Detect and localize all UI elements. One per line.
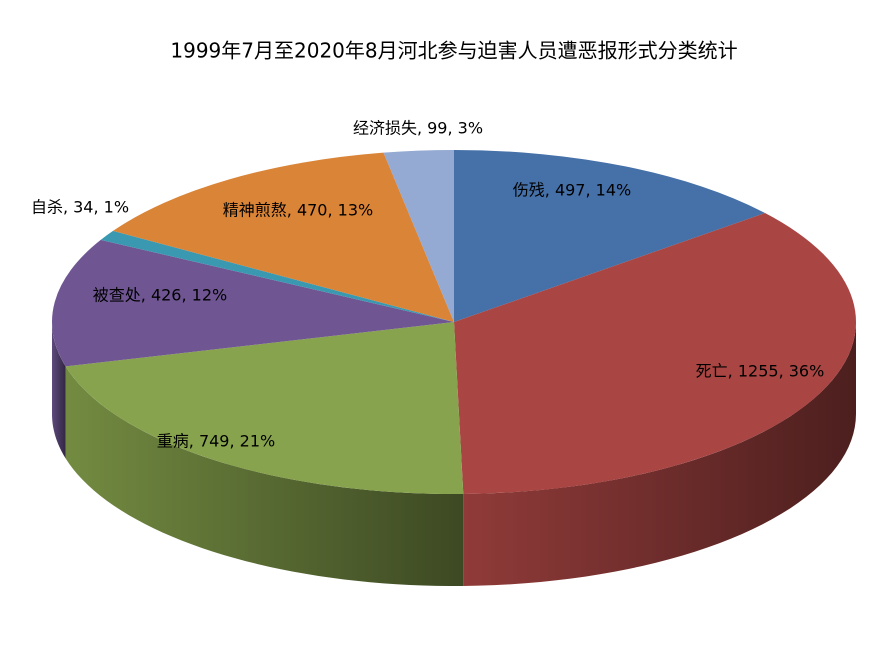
slice (454, 213, 856, 494)
slice-side (463, 322, 856, 586)
data-label: 自杀, 34, 1% (31, 198, 129, 217)
slice (112, 152, 455, 322)
data-label: 被查处, 426, 12% (93, 286, 227, 305)
slice-side (65, 366, 464, 586)
data-label: 重病, 749, 21% (157, 432, 275, 451)
data-label: 死亡, 1255, 36% (696, 362, 825, 381)
slice (383, 150, 454, 322)
slice-side (52, 322, 66, 459)
data-label: 精神煎熬, 470, 13% (223, 201, 373, 220)
slice (454, 150, 766, 322)
data-label: 伤残, 497, 14% (513, 181, 631, 200)
slice (100, 230, 455, 322)
chart-title: 1999年7月至2020年8月河北参与迫害人员遭恶报形式分类统计 (170, 39, 737, 63)
slice (65, 322, 464, 494)
slice (51, 239, 455, 367)
data-label: 经济损失, 99, 3% (353, 119, 483, 138)
